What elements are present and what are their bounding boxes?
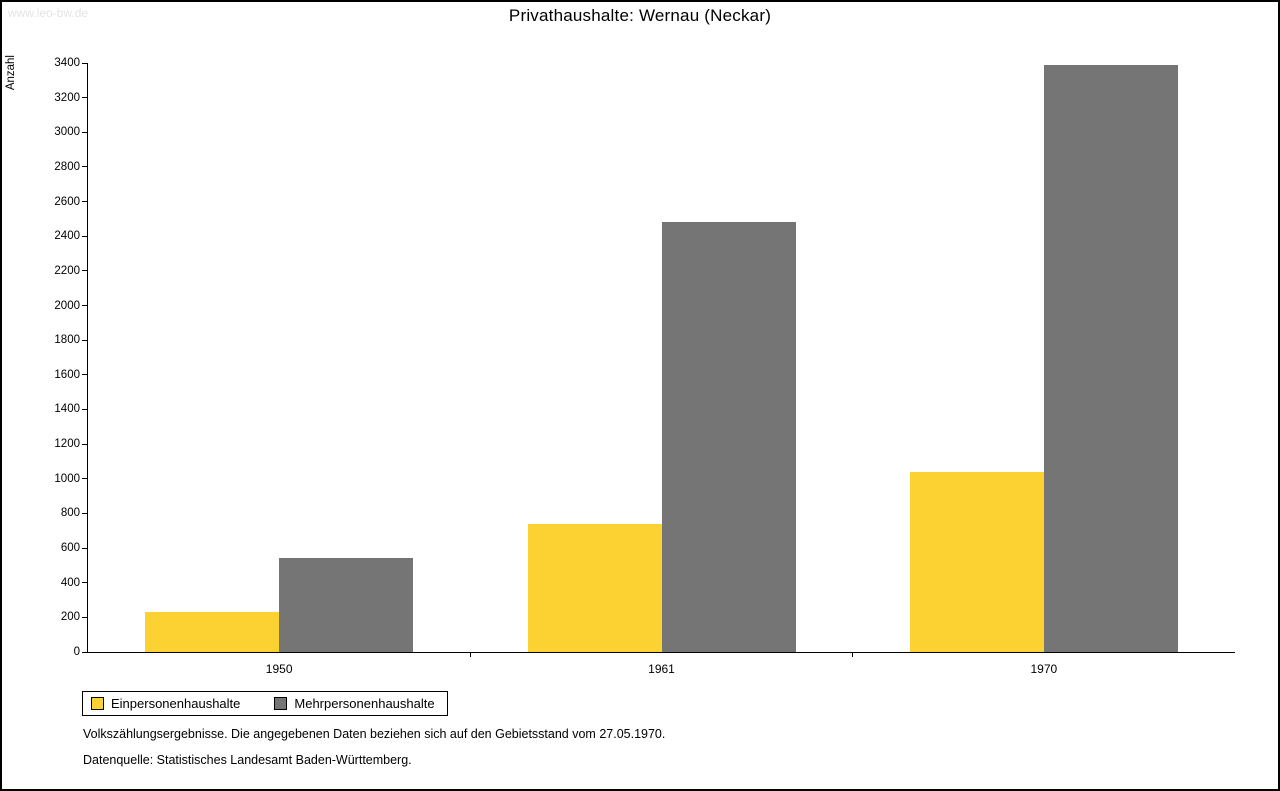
y-tick-label: 2400 — [54, 230, 80, 243]
x-tick-label: 1970 — [1030, 662, 1058, 676]
legend-item-einpersonenhaushalte: Einpersonenhaushalte — [91, 696, 240, 711]
y-tick-label: 400 — [60, 576, 80, 589]
y-tick-mark — [82, 97, 88, 99]
y-tick-label: 800 — [60, 507, 80, 520]
y-axis-title: Anzahl — [5, 55, 17, 91]
legend: Einpersonenhaushalte Mehrpersonenhaushal… — [82, 691, 448, 716]
y-tick-mark — [82, 651, 88, 653]
y-tick-mark — [82, 201, 88, 203]
y-tick-mark — [82, 131, 88, 133]
y-tick-mark — [82, 62, 88, 64]
bar-einpersonenhaushalte-1961 — [527, 523, 662, 652]
y-tick-mark — [82, 616, 88, 618]
y-tick-mark — [82, 270, 88, 272]
x-tick-label: 1950 — [265, 662, 293, 676]
y-tick-label: 200 — [60, 611, 80, 624]
x-tick-label: 1961 — [648, 662, 675, 676]
y-tick-label: 0 — [73, 646, 80, 658]
y-tick-label: 1400 — [54, 403, 80, 416]
legend-label-mehrpersonenhaushalte: Mehrpersonenhaushalte — [294, 696, 435, 711]
y-tick-label: 3400 — [54, 57, 80, 69]
y-tick-mark — [82, 512, 88, 514]
footnote-source-note: Volkszählungsergebnisse. Die angegebenen… — [83, 727, 666, 741]
x-tick-mark — [469, 652, 471, 657]
bar-mehrpersonenhaushalte-1970 — [1043, 64, 1178, 652]
y-tick-label: 1000 — [54, 472, 80, 485]
y-tick-label: 2200 — [54, 264, 80, 277]
y-tick-mark — [82, 166, 88, 168]
y-tick-label: 1600 — [54, 368, 80, 381]
x-tick-mark — [852, 652, 854, 657]
y-tick-label: 1200 — [54, 438, 80, 451]
y-tick-mark — [82, 305, 88, 307]
y-tick-mark — [82, 478, 88, 480]
y-tick-mark — [82, 339, 88, 341]
y-tick-label: 2600 — [54, 195, 80, 208]
y-tick-mark — [82, 408, 88, 410]
legend-swatch-yellow — [91, 697, 104, 710]
watermark: www.leo-bw.de — [8, 6, 89, 20]
legend-swatch-gray — [274, 697, 288, 710]
legend-label-einpersonenhaushalte: Einpersonenhaushalte — [111, 696, 241, 711]
y-tick-mark — [82, 547, 88, 549]
y-tick-label: 2000 — [54, 299, 80, 312]
y-tick-mark — [82, 235, 88, 237]
y-tick-mark — [82, 374, 88, 376]
y-tick-label: 600 — [60, 542, 80, 555]
footnote-data-source: Datenquelle: Statistisches Landesamt Bad… — [83, 753, 412, 767]
legend-item-mehrpersonenhaushalte: Mehrpersonenhaushalte — [274, 696, 435, 711]
y-tick-label: 2800 — [54, 160, 80, 173]
y-tick-mark — [82, 582, 88, 584]
bar-mehrpersonenhaushalte-1950 — [279, 557, 414, 652]
plot-area: 0 200 400 600 800 1000 1200 1400 1600 1800 2000 220… — [54, 57, 1235, 676]
y-tick-label: 1800 — [54, 334, 80, 347]
y-tick-label: 3200 — [54, 91, 80, 104]
bar-einpersonenhaushalte-1970 — [909, 471, 1044, 652]
chart-title: Privathaushalte: Wernau (Neckar) — [508, 6, 772, 25]
y-tick-label: 3000 — [54, 126, 80, 139]
bar-mehrpersonenhaushalte-1961 — [661, 222, 796, 652]
bar-einpersonenhaushalte-1950 — [145, 612, 280, 652]
y-tick-mark — [82, 443, 88, 445]
